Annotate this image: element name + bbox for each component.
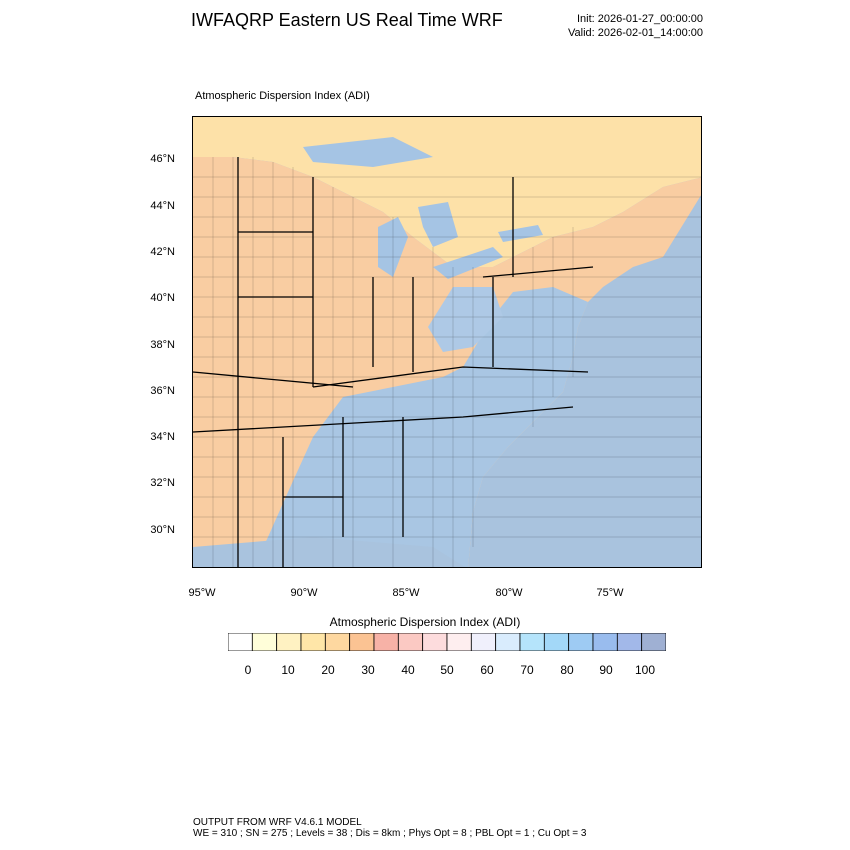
footer-model-line: OUTPUT FROM WRF V4.6.1 MODEL: [193, 817, 362, 828]
colorbar-box: [568, 633, 594, 651]
colorbar-box: [470, 633, 497, 651]
colorbar: [228, 633, 666, 651]
county-grid: [193, 157, 701, 567]
init-time: Init: 2026-01-27_00:00:00: [577, 13, 703, 25]
map-svg: [193, 117, 701, 567]
cbar-label-60: 60: [480, 663, 494, 677]
cbar-label-70: 70: [520, 663, 534, 677]
lat-label-34n: 34°N: [150, 431, 175, 443]
lon-label-75w: 75°W: [596, 587, 624, 599]
cbar-label-80: 80: [560, 663, 574, 677]
lat-label-44n: 44°N: [150, 200, 175, 212]
cbar-label-0: 0: [244, 663, 252, 677]
lon-label-95w: 95°W: [188, 587, 216, 599]
lon-label-90w: 90°W: [290, 587, 318, 599]
cbar-label-50: 50: [440, 663, 454, 677]
lat-label-36n: 36°N: [150, 385, 175, 397]
lat-label-42n: 42°N: [150, 246, 175, 258]
field-label: Atmospheric Dispersion Index (ADI): [195, 90, 370, 102]
cbar-label-100: 100: [634, 663, 656, 677]
colorbar-box: [641, 633, 666, 651]
colorbar-box: [519, 633, 545, 651]
lake-ontario: [498, 225, 543, 242]
lon-label-85w: 85°W: [392, 587, 420, 599]
colorbar-title: Atmospheric Dispersion Index (ADI): [329, 615, 521, 629]
map-panel: [192, 116, 702, 568]
lake-erie: [433, 247, 503, 279]
colorbar-box: [616, 633, 643, 651]
colorbar-box: [373, 633, 399, 651]
lat-label-46n: 46°N: [150, 153, 175, 165]
lat-label-30n: 30°N: [150, 524, 175, 536]
lat-label-38n: 38°N: [150, 339, 175, 351]
lat-label-32n: 32°N: [150, 477, 175, 489]
cbar-label-40: 40: [401, 663, 415, 677]
cbar-label-90: 90: [599, 663, 613, 677]
colorbar-box: [228, 633, 253, 651]
colorbar-box: [446, 633, 472, 651]
county-lines-h: [193, 176, 701, 538]
colorbar-box: [324, 633, 351, 651]
lake-huron: [418, 202, 458, 247]
colorbar-box: [495, 633, 521, 651]
footer-config-line: WE = 310 ; SN = 275 ; Levels = 38 ; Dis …: [193, 828, 587, 839]
colorbar-box: [251, 633, 278, 651]
colorbar-box: [422, 633, 448, 651]
lon-label-80w: 80°W: [495, 587, 523, 599]
lat-label-40n: 40°N: [150, 292, 175, 304]
lake-superior: [303, 137, 433, 167]
colorbar-box: [592, 633, 618, 651]
gulf-of-mexico: [193, 537, 465, 567]
colorbar-box: [349, 633, 375, 651]
boundary-line: [482, 266, 594, 278]
colorbar-box: [300, 633, 326, 651]
county-lines-v: [212, 157, 574, 567]
cbar-label-20: 20: [321, 663, 335, 677]
cbar-label-30: 30: [361, 663, 375, 677]
colorbar-box: [276, 633, 302, 651]
colorbar-box: [397, 633, 424, 651]
cbar-label-10: 10: [281, 663, 295, 677]
colorbar-box: [543, 633, 570, 651]
ohio-valley-region: [428, 287, 503, 352]
valid-time: Valid: 2026-02-01_14:00:00: [568, 27, 703, 39]
main-title: IWFAQRP Eastern US Real Time WRF: [191, 10, 503, 30]
boundary-line: [312, 366, 589, 388]
